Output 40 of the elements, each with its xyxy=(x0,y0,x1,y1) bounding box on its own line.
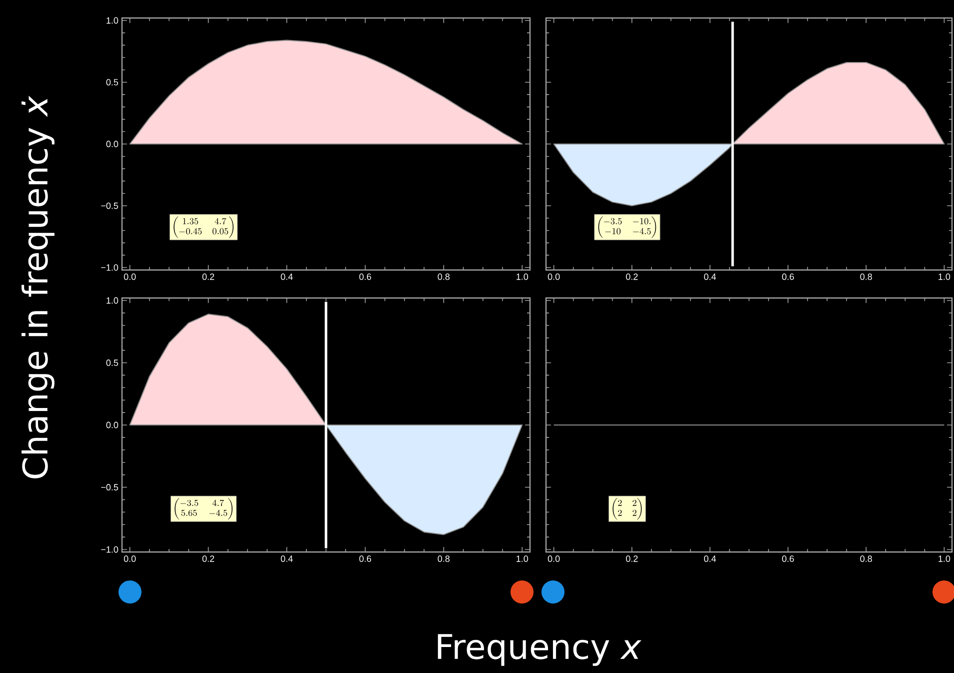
y-tick-label: −1.0 xyxy=(101,264,118,271)
x-tick-label: 0.2 xyxy=(626,556,638,562)
y-tick-label: −0.5 xyxy=(101,484,118,490)
annotation: $\begin{pmatrix}1.35 & 4.7\\ -0.45 & 0.05\end{pmatrix}$ xyxy=(174,216,234,238)
y-tick-label: 0.5 xyxy=(106,360,118,366)
annotation: $\begin{pmatrix}2 & 2\\ 2 & 2\end{pmatrix}$ xyxy=(612,498,642,520)
x-tick-label: 1.0 xyxy=(938,556,950,562)
x-tick-label: 0.0 xyxy=(548,274,560,280)
y-axis-title: Change in frequency ẋ xyxy=(22,96,54,478)
x-tick-label: 0.4 xyxy=(704,274,716,280)
x-tick-label: 0.4 xyxy=(704,556,716,562)
y-tick-label: 0.5 xyxy=(106,79,118,86)
x-tick-label: 0.0 xyxy=(548,556,560,562)
x-tick-label: 0.6 xyxy=(359,556,372,562)
y-tick-label: −1.0 xyxy=(101,546,118,553)
x-tick-label: 0.6 xyxy=(782,556,794,562)
y-tick-label: 0.0 xyxy=(106,422,118,428)
annotation: $\begin{pmatrix}-3.5 & -10.\\ -10 & -4.5\end{pmatrix}$ xyxy=(598,216,656,238)
y-tick-label: −0.5 xyxy=(101,202,118,209)
x-tick-label: 0.2 xyxy=(202,274,214,280)
x-axis-title: Frequency x xyxy=(438,634,642,666)
y-tick-label: 1.0 xyxy=(106,297,118,304)
x-tick-label: 0.6 xyxy=(359,274,372,280)
x-tick-label: 0.8 xyxy=(860,274,872,280)
x-tick-label: 1.0 xyxy=(516,556,528,562)
x-tick-label: 0.4 xyxy=(280,274,293,280)
x-tick-label: 0.8 xyxy=(860,556,872,562)
x-tick-label: 0.0 xyxy=(124,556,136,562)
x-tick-label: 0.6 xyxy=(782,274,794,280)
x-tick-label: 0.2 xyxy=(626,274,638,280)
y-tick-label: 1.0 xyxy=(106,17,118,24)
annotation: $\begin{pmatrix}-3.5 & 4.7\\ 5.65 & -4.5\end{pmatrix}$ xyxy=(174,498,232,520)
x-tick-label: 0.8 xyxy=(438,274,450,280)
x-tick-label: 0.8 xyxy=(438,556,450,562)
x-tick-label: 1.0 xyxy=(516,274,528,280)
y-tick-label: 0.0 xyxy=(106,140,118,148)
x-tick-label: 0.2 xyxy=(202,556,214,562)
x-tick-label: 0.4 xyxy=(280,556,293,562)
x-tick-label: 1.0 xyxy=(938,274,950,280)
x-tick-label: 0.0 xyxy=(124,274,136,280)
